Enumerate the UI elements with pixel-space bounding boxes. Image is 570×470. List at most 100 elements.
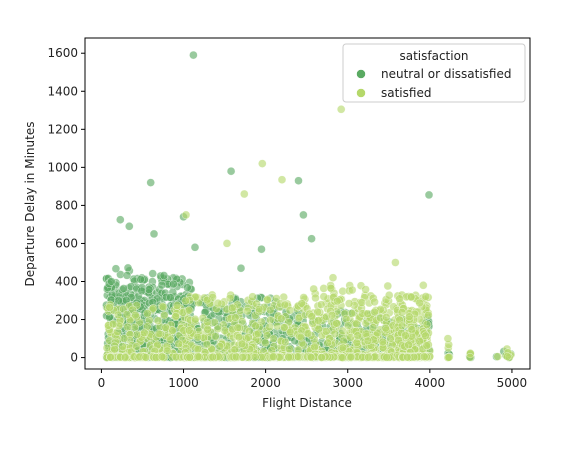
x-tick-label: 4000 [415, 376, 446, 390]
point-satisfied [153, 316, 163, 325]
point-satisfied [244, 333, 253, 342]
point-satisfied [108, 319, 118, 329]
point-satisfied [296, 332, 306, 342]
point-satisfied [263, 295, 272, 305]
point-satisfied [419, 281, 428, 290]
point-neutral-or-dissatisfied [144, 285, 154, 294]
point-satisfied [148, 304, 158, 313]
point-neutral-or-dissatisfied [123, 263, 133, 273]
point-satisfied [338, 353, 347, 362]
legend-marker-neutral-or-dissatisfied [356, 69, 366, 79]
y-axis-ticks: 0 200 400 600 800 1000 1200 1400 1600 [47, 46, 85, 365]
point-satisfied [185, 353, 194, 362]
point-satisfied [248, 292, 257, 301]
point-satisfied [403, 352, 412, 362]
point-satisfied [382, 313, 391, 322]
point-satisfied [306, 353, 316, 362]
point-satisfied [293, 352, 303, 361]
point-neutral-or-dissatisfied [114, 296, 123, 305]
point-satisfied [415, 298, 424, 308]
point-satisfied [420, 352, 429, 361]
point-satisfied [281, 337, 290, 347]
point-satisfied [421, 292, 431, 301]
point-satisfied [233, 323, 243, 333]
point-satisfied [277, 175, 287, 184]
point-satisfied [381, 323, 390, 333]
plot-frame [84, 37, 531, 370]
point-neutral-or-dissatisfied [137, 286, 147, 296]
point-satisfied [160, 310, 169, 320]
point-satisfied [382, 353, 391, 362]
point-satisfied [140, 328, 149, 338]
point-satisfied [311, 293, 320, 303]
point-satisfied [193, 332, 202, 342]
point-satisfied [131, 310, 140, 320]
point-satisfied [310, 342, 319, 352]
x-tick-label: 1000 [168, 376, 199, 390]
point-satisfied [143, 309, 152, 318]
point-satisfied [370, 307, 379, 317]
point-satisfied [344, 299, 354, 308]
point-satisfied [240, 189, 249, 199]
point-satisfied [444, 353, 454, 362]
point-satisfied [326, 283, 336, 293]
point-satisfied [253, 329, 263, 339]
legend-label-satisfied: satisfied [381, 86, 431, 100]
legend: satisfaction neutral or dissatisfied sat… [342, 43, 526, 103]
point-satisfied [132, 342, 141, 351]
point-satisfied [105, 303, 114, 312]
points-layer [102, 50, 516, 362]
x-axis-label: Flight Distance [262, 396, 352, 410]
point-satisfied [172, 301, 182, 310]
point-satisfied [181, 296, 190, 306]
point-satisfied [110, 344, 119, 354]
point-neutral-or-dissatisfied [119, 284, 128, 293]
point-satisfied [407, 325, 417, 334]
point-satisfied [202, 295, 212, 305]
point-satisfied [303, 329, 313, 338]
point-satisfied [171, 352, 181, 362]
point-satisfied [251, 352, 260, 362]
point-satisfied [309, 284, 318, 294]
y-tick-label: 1400 [47, 84, 78, 98]
y-tick-label: 600 [55, 236, 78, 250]
point-satisfied [422, 341, 431, 350]
point-neutral-or-dissatisfied [226, 166, 236, 176]
point-neutral-or-dissatisfied [299, 210, 308, 220]
point-neutral-or-dissatisfied [122, 271, 132, 280]
legend-marker-satisfied [356, 88, 366, 98]
point-satisfied [327, 310, 337, 320]
point-satisfied [284, 352, 294, 362]
point-satisfied [193, 344, 203, 354]
point-neutral-or-dissatisfied [125, 222, 134, 231]
point-satisfied [141, 353, 151, 362]
point-satisfied [384, 290, 394, 300]
point-satisfied [225, 293, 235, 303]
point-satisfied [285, 327, 295, 337]
legend-box [342, 43, 526, 103]
point-satisfied [266, 305, 275, 315]
point-satisfied [378, 337, 388, 347]
point-satisfied [415, 336, 424, 346]
point-neutral-or-dissatisfied [257, 244, 266, 254]
point-satisfied [251, 321, 260, 331]
point-satisfied [213, 324, 223, 334]
point-satisfied [347, 285, 357, 295]
y-tick-label: 400 [55, 274, 78, 288]
point-satisfied [328, 273, 338, 282]
point-satisfied [314, 316, 323, 325]
point-satisfied [273, 321, 282, 331]
point-satisfied [361, 285, 370, 294]
point-neutral-or-dissatisfied [236, 263, 246, 273]
point-neutral-or-dissatisfied [190, 243, 200, 252]
x-tick-label: 0 [98, 376, 106, 390]
point-satisfied [285, 305, 295, 315]
point-satisfied [316, 300, 326, 309]
y-tick-label: 200 [55, 313, 78, 327]
point-satisfied [336, 105, 346, 114]
point-neutral-or-dissatisfied [116, 215, 125, 224]
point-satisfied [391, 258, 400, 267]
point-satisfied [395, 294, 404, 303]
point-satisfied [319, 292, 329, 301]
